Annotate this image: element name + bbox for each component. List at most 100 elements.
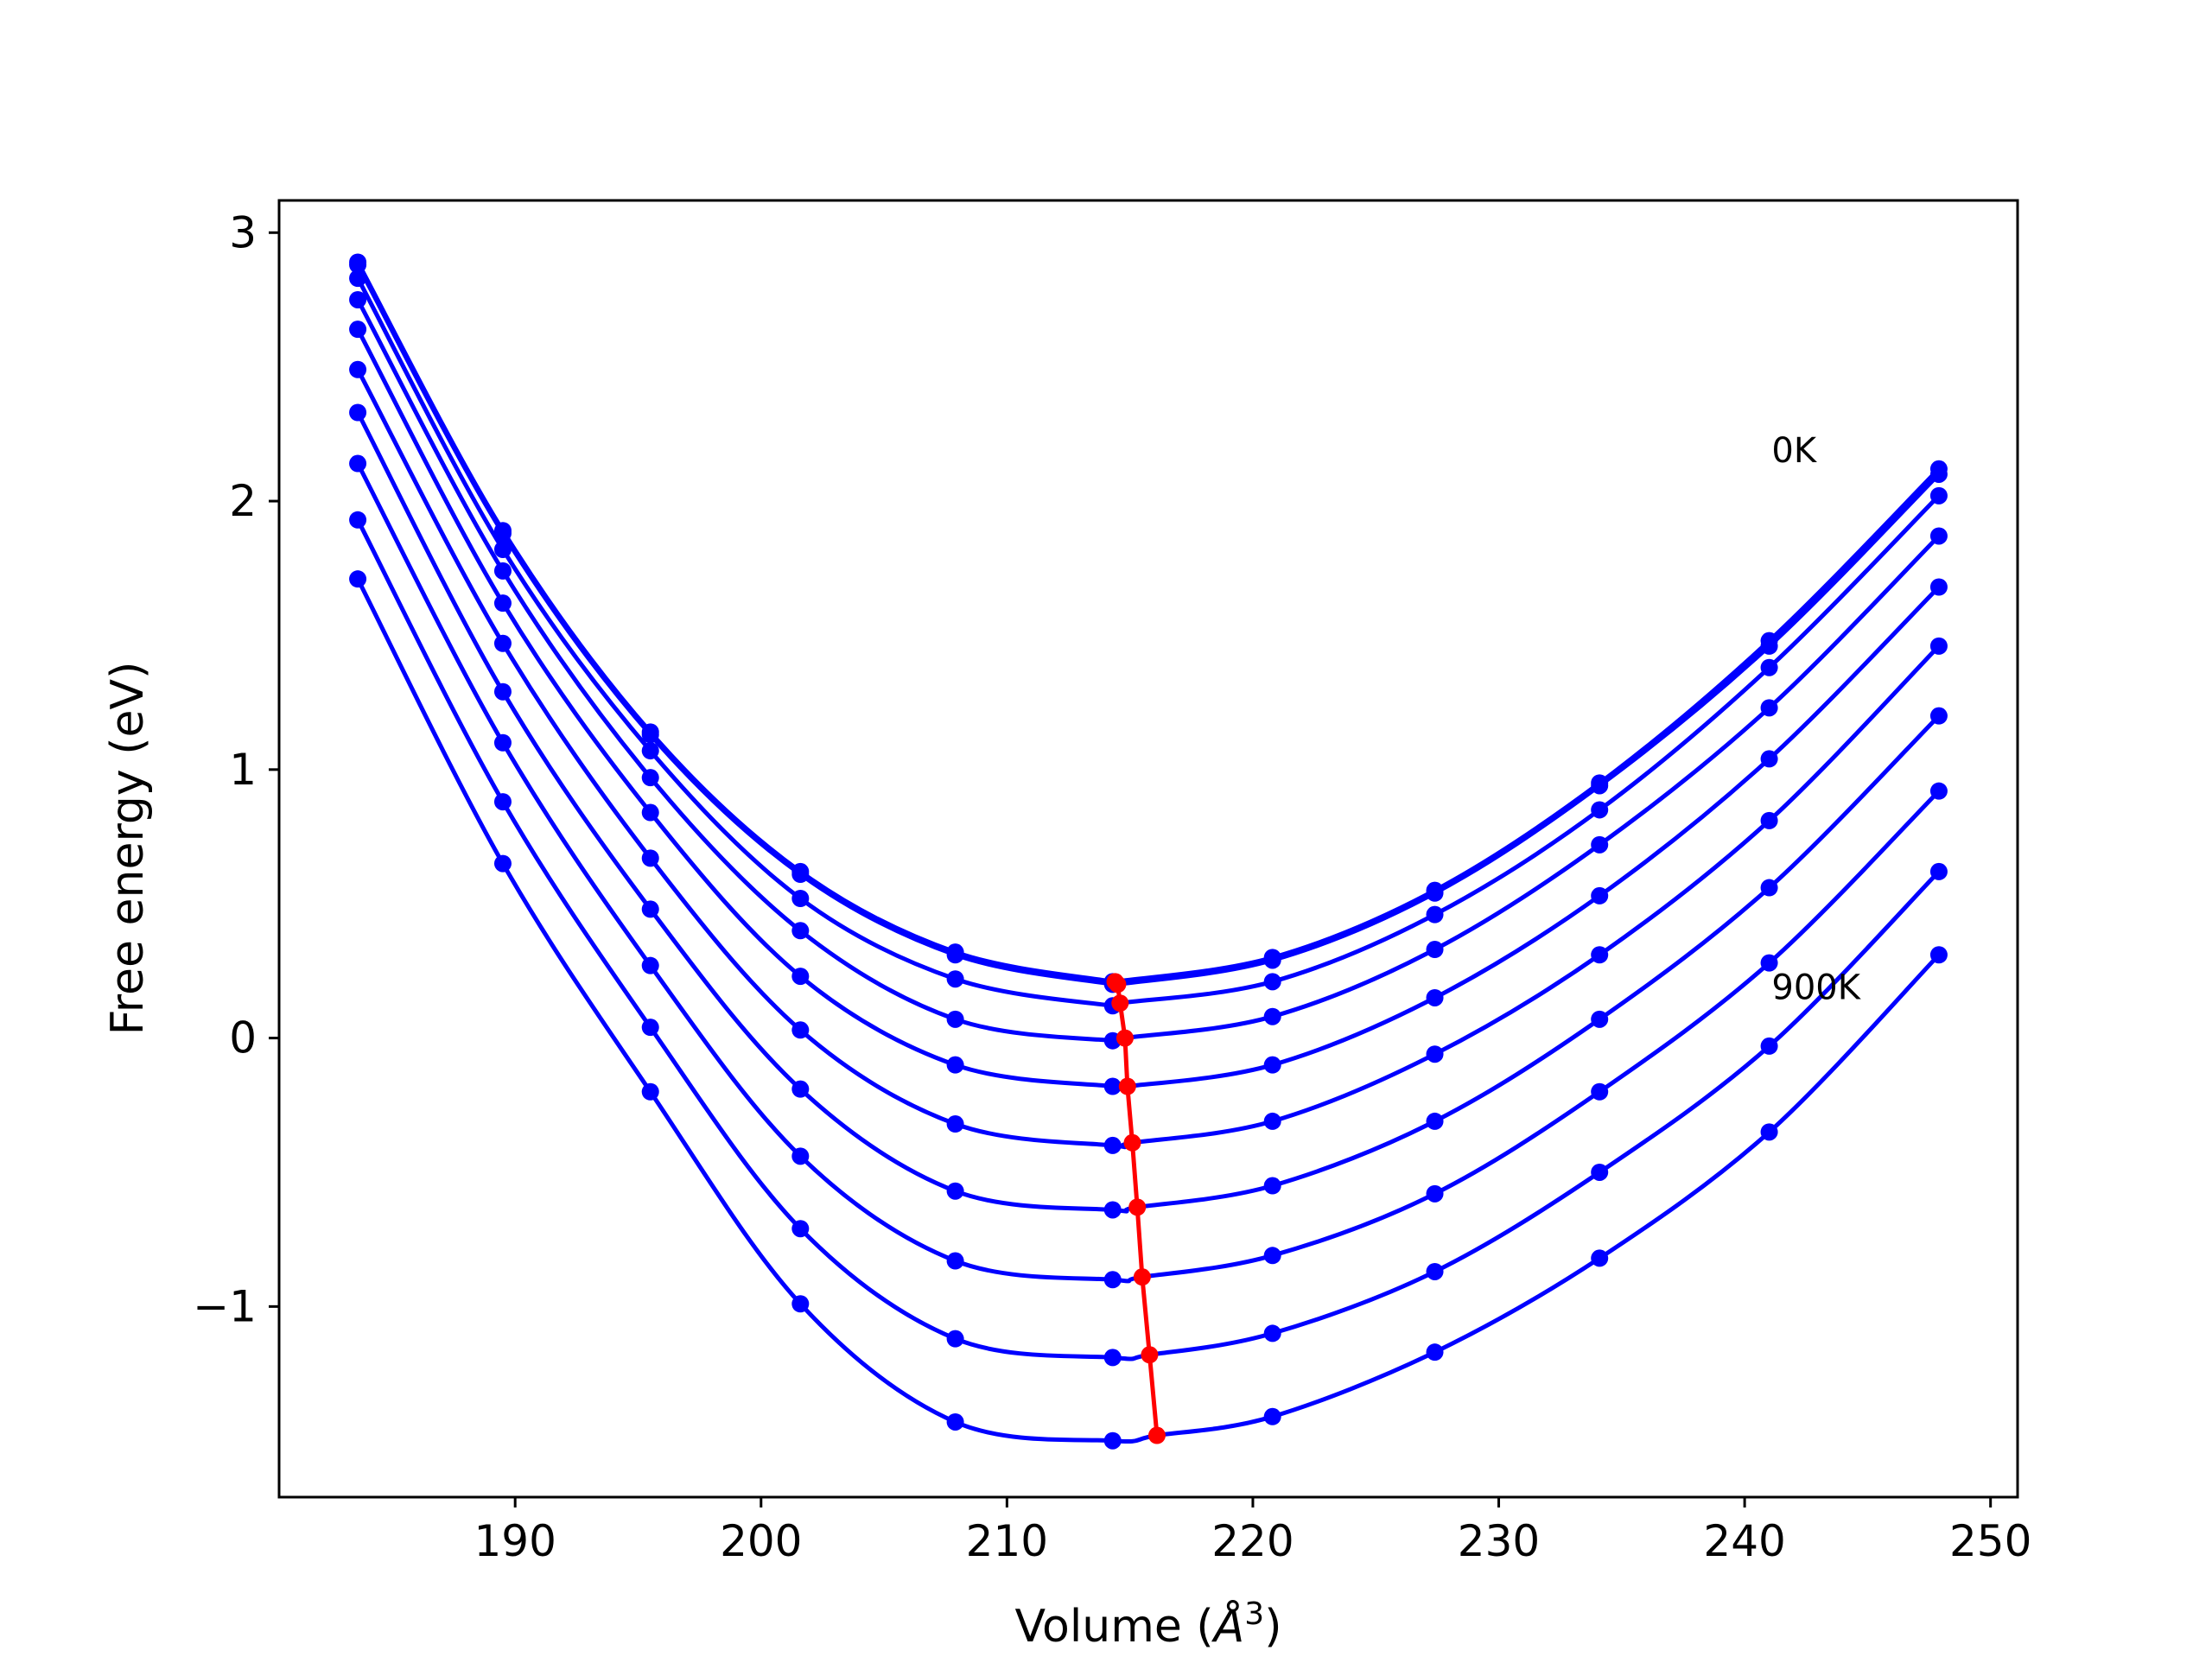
data-point [791, 1295, 810, 1313]
data-point [1591, 801, 1609, 819]
data-point [493, 854, 512, 873]
data-point [791, 1021, 810, 1039]
data-point [1929, 578, 1948, 596]
x-tick-label: 220 [1211, 1516, 1294, 1566]
data-point [1760, 1037, 1778, 1055]
fit-curve [355, 368, 1941, 1150]
data-point [1929, 465, 1948, 483]
data-point [1103, 1271, 1122, 1289]
data-point [1263, 951, 1281, 969]
data-point [349, 360, 367, 378]
data-point [1591, 1249, 1609, 1267]
data-point [791, 866, 810, 884]
data-point [493, 594, 512, 613]
data-point [349, 403, 367, 422]
x-tick-label: 240 [1703, 1516, 1785, 1566]
minimum-point [1128, 1198, 1147, 1216]
data-point [1760, 637, 1778, 655]
data-point [1263, 1007, 1281, 1025]
x-axis-title: Volume (Å3) [1015, 1596, 1282, 1653]
minimum-point [1133, 1268, 1151, 1286]
data-point [1929, 862, 1948, 880]
data-point [1426, 1045, 1444, 1063]
data-point [1760, 1123, 1778, 1141]
data-point [946, 1056, 964, 1074]
data-point [349, 454, 367, 473]
data-point [1929, 486, 1948, 505]
data-point [349, 570, 367, 588]
data-point [641, 803, 659, 822]
data-point [1760, 699, 1778, 717]
y-tick-label: 3 [229, 207, 257, 257]
temperature-annotation: 0K [1771, 431, 1817, 471]
data-point [1426, 1262, 1444, 1280]
minimum-point [1111, 994, 1129, 1012]
data-point [946, 1330, 964, 1348]
data-point [1591, 835, 1609, 854]
data-point [946, 1115, 964, 1133]
temperature-annotation: 900K [1771, 968, 1861, 1008]
data-point [349, 321, 367, 339]
minimum-point [1123, 1133, 1141, 1152]
data-point [1263, 1407, 1281, 1425]
data-point [1591, 886, 1609, 904]
data-point [791, 922, 810, 940]
fit-curve [355, 411, 1941, 1214]
data-point [1591, 946, 1609, 964]
minimum-point [1141, 1346, 1159, 1364]
data-point [1929, 946, 1948, 964]
x-tick-label: 210 [966, 1516, 1048, 1566]
data-point [1426, 988, 1444, 1006]
minimum-point [1118, 1077, 1136, 1095]
data-point [1426, 1112, 1444, 1130]
data-point [1591, 1163, 1609, 1181]
data-point [1760, 658, 1778, 676]
data-point [1426, 1343, 1444, 1362]
data-point [791, 968, 810, 986]
data-point [1103, 1431, 1122, 1450]
data-point [1591, 1082, 1609, 1101]
y-tick-label: −1 [193, 1281, 257, 1331]
data-point [1760, 811, 1778, 829]
data-point [946, 946, 964, 964]
data-point [641, 726, 659, 744]
data-point [641, 769, 659, 787]
data-point [1929, 527, 1948, 545]
data-point [946, 970, 964, 988]
data-point [946, 1010, 964, 1028]
data-point [493, 562, 512, 580]
data-point [1760, 879, 1778, 897]
data-point [1263, 1056, 1281, 1074]
data-point [791, 889, 810, 907]
plot-frame [277, 199, 2019, 1499]
minimum-point [1109, 975, 1127, 993]
x-tick-label: 190 [474, 1516, 556, 1566]
minimum-point [1116, 1029, 1134, 1047]
data-point [1760, 750, 1778, 768]
data-point [1103, 1201, 1122, 1219]
data-point [641, 1019, 659, 1037]
data-point [641, 900, 659, 918]
data-point [1263, 973, 1281, 991]
data-point [791, 1080, 810, 1098]
data-point [946, 1252, 964, 1270]
data-point [791, 1147, 810, 1165]
data-point [493, 524, 512, 543]
data-point [641, 956, 659, 974]
data-point [349, 290, 367, 308]
data-point [1426, 1184, 1444, 1203]
data-point [349, 256, 367, 274]
data-point [791, 1220, 810, 1238]
minima-line [1113, 980, 1160, 1436]
x-tick-label: 200 [720, 1516, 802, 1566]
data-point [641, 849, 659, 867]
minimum-point [1147, 1426, 1166, 1444]
data-point [1103, 1349, 1122, 1367]
data-point [1591, 1010, 1609, 1028]
data-point [493, 793, 512, 811]
data-point [1103, 1077, 1122, 1095]
data-point [349, 511, 367, 529]
data-point [1929, 637, 1948, 655]
data-point [1426, 941, 1444, 959]
